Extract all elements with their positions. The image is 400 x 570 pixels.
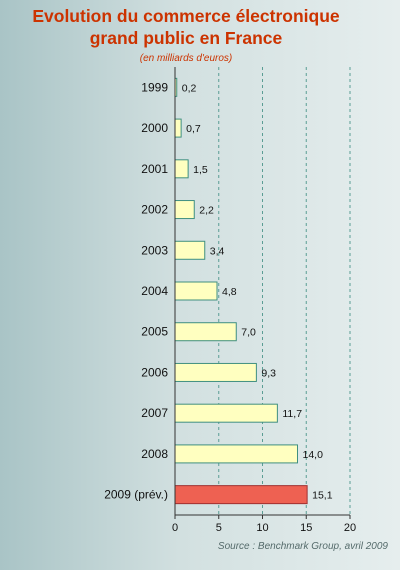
value-label-2006: 9,3 bbox=[261, 367, 276, 379]
category-label-2005: 2005 bbox=[141, 325, 168, 339]
bar-2008 bbox=[174, 444, 298, 464]
x-tick-label-15: 15 bbox=[300, 522, 312, 534]
chart-source: Source : Benchmark Group, avril 2009 bbox=[218, 541, 389, 552]
value-label-2009: 15,1 bbox=[312, 490, 333, 502]
category-label-2006: 2006 bbox=[141, 365, 168, 379]
x-tick-label-20: 20 bbox=[344, 522, 356, 534]
value-label-2000: 0,7 bbox=[186, 123, 201, 135]
bar-2003 bbox=[174, 240, 206, 260]
value-label-2008: 14,0 bbox=[303, 449, 324, 461]
category-label-2003: 2003 bbox=[141, 243, 168, 257]
bar-2004 bbox=[174, 281, 218, 301]
category-label-2001: 2001 bbox=[141, 162, 168, 176]
value-label-2001: 1,5 bbox=[193, 164, 208, 176]
category-label-2009: 2009 (prév.) bbox=[104, 488, 168, 502]
bar-2005 bbox=[174, 322, 237, 342]
x-tick-label-10: 10 bbox=[256, 522, 268, 534]
bar-2001 bbox=[174, 159, 189, 179]
value-label-2007: 11,7 bbox=[282, 408, 302, 420]
category-label-2000: 2000 bbox=[141, 121, 168, 135]
bar-2006 bbox=[174, 362, 257, 382]
x-tick-label-0: 0 bbox=[172, 522, 178, 534]
category-label-2004: 2004 bbox=[141, 284, 168, 298]
chart-subtitle: (en milliards d'euros) bbox=[140, 53, 233, 64]
value-label-2004: 4,8 bbox=[222, 286, 237, 298]
chart-title-line-1: Evolution du commerce électronique bbox=[32, 6, 340, 26]
bar-2009 bbox=[174, 485, 308, 505]
x-axis: 0 5 10 15 20 bbox=[172, 67, 356, 534]
x-tick-label-5: 5 bbox=[216, 522, 222, 534]
value-label-2005: 7,0 bbox=[241, 327, 256, 339]
value-label-2002: 2,2 bbox=[199, 205, 214, 217]
category-label-2002: 2002 bbox=[141, 203, 168, 217]
bar-2007 bbox=[174, 403, 278, 423]
grid-lines bbox=[218, 67, 351, 515]
category-label-1999: 1999 bbox=[141, 80, 168, 94]
bar-2000 bbox=[174, 118, 182, 138]
bars: 1999 0,2 2000 0,7 2001 1,5 2002 2,2 2003 3,4 2004 4… bbox=[104, 77, 333, 505]
value-label-1999: 0,2 bbox=[182, 82, 197, 94]
category-label-2008: 2008 bbox=[141, 447, 168, 461]
value-label-2003: 3,4 bbox=[210, 245, 225, 257]
category-label-2007: 2007 bbox=[141, 406, 168, 420]
bar-2002 bbox=[174, 200, 195, 220]
chart-title-line-2: grand public en France bbox=[90, 28, 283, 48]
